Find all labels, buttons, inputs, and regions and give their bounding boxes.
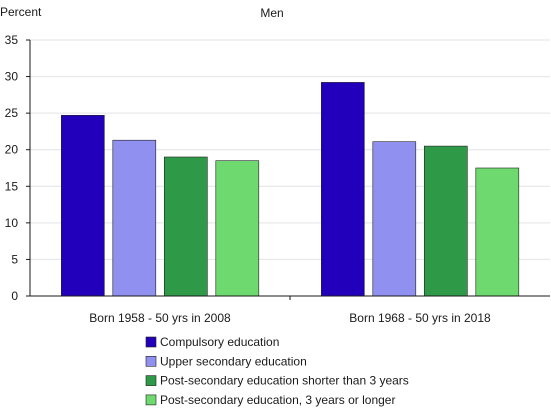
bar xyxy=(112,139,157,297)
bars xyxy=(60,82,520,297)
legend-swatch xyxy=(145,375,157,386)
bar xyxy=(475,167,520,297)
y-tick-label: 10 xyxy=(5,216,19,230)
y-axis-label: Percent xyxy=(0,5,42,19)
legend-swatch xyxy=(145,336,157,348)
legend-label: Post-secondary education, 3 years or lon… xyxy=(160,393,395,407)
bar xyxy=(320,82,365,297)
bar xyxy=(423,145,468,297)
y-tick-label: 5 xyxy=(11,252,18,266)
legend-label: Compulsory education xyxy=(160,335,279,349)
y-tick-label: 30 xyxy=(5,70,19,84)
bar xyxy=(372,141,417,297)
y-tick-label: 35 xyxy=(5,33,19,47)
category-labels: Born 1958 - 50 yrs in 2008 Born 1968 - 50… xyxy=(89,311,491,325)
y-tick-label: 25 xyxy=(5,106,19,120)
axes xyxy=(26,39,550,300)
legend-swatch xyxy=(145,355,157,367)
gridlines xyxy=(30,39,550,260)
category-label: Born 1968 - 50 yrs in 2018 xyxy=(349,311,491,325)
legend: Compulsory education Upper secondary educ… xyxy=(145,335,409,407)
legend-swatch xyxy=(145,394,157,406)
bar xyxy=(164,156,208,297)
bar xyxy=(215,160,260,297)
y-tick-label: 15 xyxy=(5,179,19,193)
y-tick-labels: 0 5 10 15 20 25 30 35 xyxy=(5,33,19,303)
y-tick-label: 0 xyxy=(11,289,18,303)
chart-title: Men xyxy=(260,6,283,20)
legend-label: Post-secondary education shorter than 3 … xyxy=(160,374,409,388)
y-tick-label: 20 xyxy=(5,143,19,157)
legend-label: Upper secondary education xyxy=(160,354,307,368)
bar xyxy=(60,115,105,297)
category-label: Born 1958 - 50 yrs in 2008 xyxy=(89,311,231,325)
